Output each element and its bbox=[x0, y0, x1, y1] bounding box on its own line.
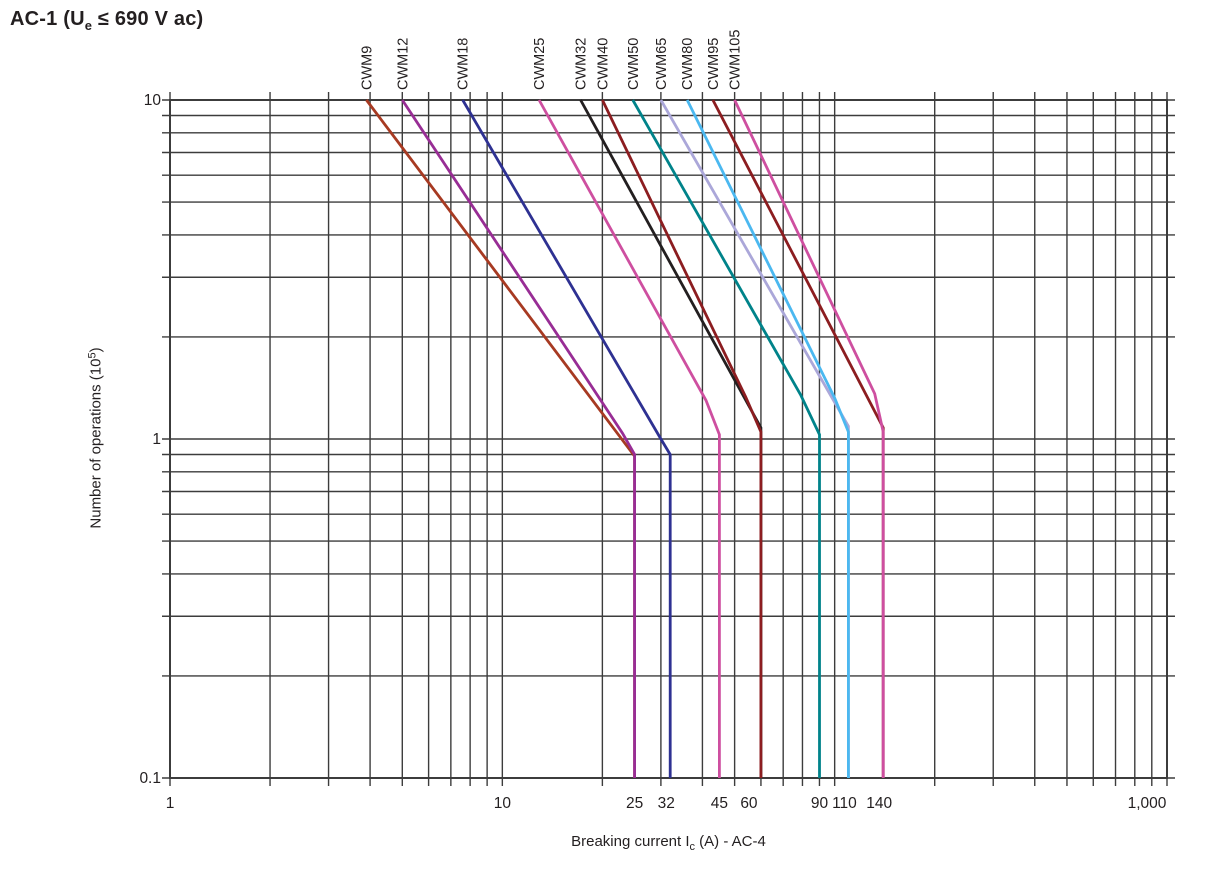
chart-title-subscript: e bbox=[84, 18, 93, 33]
chart-title-prefix: AC-1 (U bbox=[10, 8, 85, 30]
curve-CWM105 bbox=[733, 99, 885, 778]
x-tick-label: 1,000 bbox=[1128, 795, 1167, 812]
curve-label-CWM65: CWM65 bbox=[654, 38, 670, 90]
curve-label-CWM95: CWM95 bbox=[706, 38, 722, 90]
x-tick-label: 1 bbox=[166, 795, 175, 812]
x-tick-label: 90 bbox=[811, 795, 829, 812]
x-axis-title-subscript: c bbox=[689, 841, 696, 853]
y-axis-title: Number of operations (105) bbox=[86, 347, 105, 529]
curve-CWM12 bbox=[401, 99, 636, 778]
curve-label-CWM25: CWM25 bbox=[532, 38, 548, 90]
y-axis-title-superscript: 5 bbox=[86, 352, 99, 359]
curve-CWM50 bbox=[631, 99, 821, 778]
curve-CWM40 bbox=[601, 99, 763, 778]
x-axis-title-text: Breaking current I bbox=[571, 833, 690, 850]
x-tick-label: 60 bbox=[740, 795, 758, 812]
curve-label-CWM12: CWM12 bbox=[395, 38, 411, 90]
curve-label-CWM32: CWM32 bbox=[574, 38, 590, 90]
plot-frame bbox=[169, 99, 1168, 779]
y-tick-label: 0.1 bbox=[139, 770, 161, 787]
y-tick-label: 1 bbox=[152, 431, 161, 448]
curve-CWM25 bbox=[537, 99, 721, 778]
x-tick-label: 10 bbox=[494, 795, 512, 812]
curve-label-CWM18: CWM18 bbox=[456, 38, 472, 90]
x-axis-title-suffix: (A) - AC-4 bbox=[695, 833, 766, 850]
curve-label-CWM40: CWM40 bbox=[595, 38, 611, 90]
x-tick-label: 25 bbox=[626, 795, 643, 812]
y-tick-label: 10 bbox=[144, 92, 162, 109]
y-axis-title-text: Number of operations (10 bbox=[87, 358, 105, 529]
curve-label-CWM50: CWM50 bbox=[626, 38, 642, 90]
x-tick-label: 140 bbox=[866, 795, 892, 812]
x-tick-label: 45 bbox=[711, 795, 728, 812]
x-tick-label: 32 bbox=[658, 795, 675, 812]
x-axis-title: Breaking current Ic (A) - AC-4 bbox=[170, 833, 1167, 853]
curve-label-CWM80: CWM80 bbox=[680, 38, 696, 90]
chart-title-suffix: ≤ 690 V ac) bbox=[92, 8, 204, 30]
x-tick-label: 110 bbox=[832, 795, 857, 812]
curve-CWM18 bbox=[461, 99, 672, 778]
curve-label-CWM105: CWM105 bbox=[728, 30, 744, 90]
curve-label-CWM9: CWM9 bbox=[359, 46, 375, 90]
chart-title: AC-1 (Ue ≤ 690 V ac) bbox=[10, 8, 204, 33]
curve-CWM80 bbox=[685, 99, 850, 778]
